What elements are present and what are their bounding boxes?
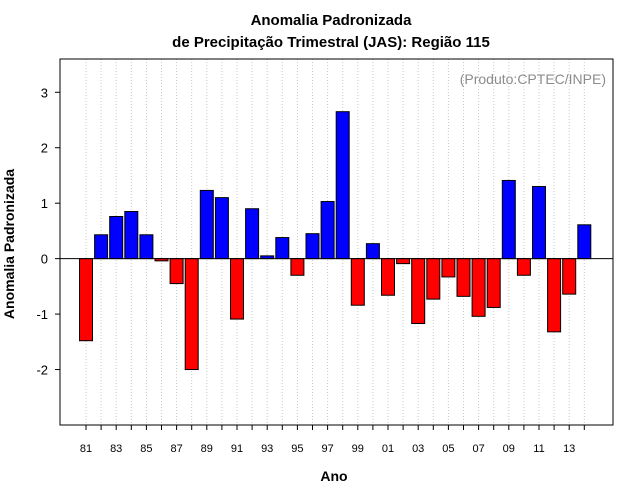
bar-2000	[365, 243, 380, 260]
x-tick-label: 13	[563, 443, 575, 455]
x-tick-label: 11	[533, 443, 544, 455]
x-tick-label: 91	[231, 443, 243, 455]
bar-1987	[169, 258, 184, 285]
bar-2001	[381, 258, 395, 296]
chart-subtitle: de Precipitação Trimestral (JAS): Região…	[172, 34, 490, 51]
x-tick-label: 01	[382, 443, 394, 455]
bar-2003	[411, 258, 426, 325]
x-tick-label: 07	[472, 443, 484, 455]
chart-title: Anomalia Padronizada	[251, 12, 413, 29]
bar-1990	[214, 197, 229, 260]
bar-2005	[441, 258, 456, 278]
bar-1981	[79, 258, 93, 342]
y-tick-label: -2	[36, 363, 48, 378]
bar-1991	[230, 258, 244, 320]
x-axis: 81 83 85 87 89 91 93 95 97 99 01 03 05 07 09 11 13	[80, 425, 585, 455]
credit-text: (Produto:CPTEC/INPE)	[460, 71, 606, 87]
bar-1985	[139, 234, 154, 260]
bar-1999	[350, 258, 365, 306]
y-axis: -2 -1 0 1 2 3	[36, 85, 60, 378]
bar-2002	[396, 258, 411, 265]
plot-frame	[59, 58, 614, 426]
x-tick-label: 03	[412, 443, 424, 455]
x-tick-label: 81	[80, 443, 92, 455]
bar-1984	[124, 211, 139, 260]
bars	[79, 111, 592, 371]
y-tick-label: 0	[41, 252, 48, 267]
bar-2014	[577, 224, 592, 260]
bar-1989	[199, 189, 214, 260]
bar-2013	[562, 258, 577, 295]
bar-1983	[109, 215, 124, 260]
y-tick-label: -1	[36, 307, 48, 322]
y-tick-label: 1	[41, 196, 48, 211]
bar-1997	[320, 201, 335, 260]
bar-2006	[456, 258, 471, 297]
x-tick-label: 09	[503, 443, 515, 455]
x-tick-label: 85	[140, 443, 152, 455]
bar-2004	[426, 258, 441, 300]
x-tick-label: 89	[201, 443, 213, 455]
bar-2011	[532, 186, 546, 260]
x-tick-label: 99	[352, 443, 364, 455]
y-tick-label: 3	[41, 85, 48, 100]
bar-1988	[184, 258, 199, 371]
bar-2007	[471, 258, 486, 317]
bar-2012	[547, 258, 562, 333]
bar-2008	[486, 258, 501, 308]
y-tick-label: 2	[41, 141, 48, 156]
bar-1982	[94, 234, 109, 260]
bar-1996	[305, 233, 320, 260]
bar-2010	[516, 258, 531, 276]
x-tick-label: 87	[170, 443, 182, 455]
x-tick-label: 05	[442, 443, 454, 455]
bar-1995	[290, 258, 305, 276]
x-tick-label: 93	[261, 443, 273, 455]
x-tick-label: 83	[110, 443, 122, 455]
bar-1992	[245, 208, 260, 260]
x-axis-title: Ano	[320, 468, 347, 484]
x-tick-label: 97	[321, 443, 333, 455]
y-axis-title: Anomalia Padronizada	[1, 169, 17, 319]
bar-1994	[275, 237, 290, 260]
bar-2009	[501, 179, 516, 260]
x-tick-label: 95	[291, 443, 303, 455]
bar-1998	[335, 111, 350, 260]
